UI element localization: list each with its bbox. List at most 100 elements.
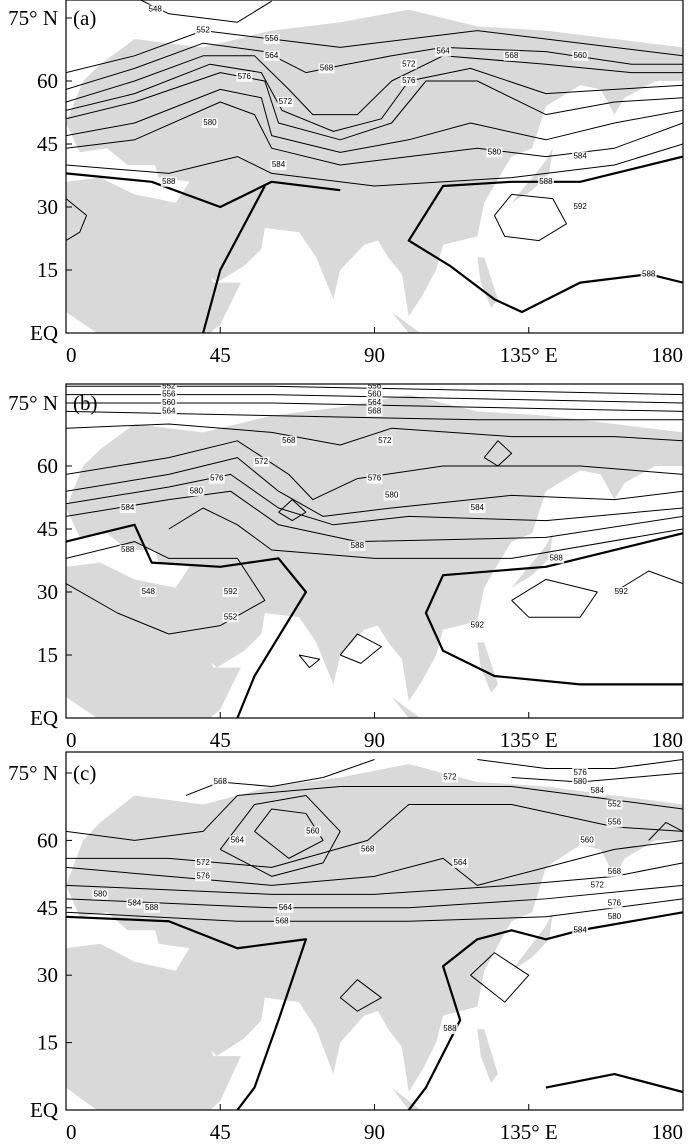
y-tick-label: 45: [37, 517, 58, 541]
contour-label-bg: [92, 889, 109, 900]
contour-line: [614, 570, 683, 593]
land: [66, 9, 683, 317]
contour-label-bg: [277, 97, 294, 107]
contour-line: [66, 523, 308, 718]
contour-label-bg: [366, 398, 383, 408]
contour-label: 572: [591, 880, 605, 889]
contour-label-bg: [692, 1015, 700, 1025]
contour-label: 564: [368, 398, 382, 407]
contour-line: [66, 541, 266, 635]
land: [511, 533, 553, 588]
contour-label: 568: [214, 777, 228, 786]
contour-label-bg: [572, 776, 589, 787]
contour-label: 564: [231, 836, 245, 845]
contour-label: 572: [378, 436, 392, 445]
contour-line: [66, 423, 683, 446]
x-tick-label: 45: [210, 1120, 231, 1144]
y-tick-label: EQ: [30, 321, 58, 345]
contour-label-bg: [572, 768, 589, 778]
contour-label-bg: [263, 34, 280, 44]
contour-label: 588: [121, 545, 135, 554]
contour-label: 552: [608, 800, 622, 809]
contour-label-bg: [613, 587, 630, 597]
land: [66, 394, 683, 702]
map-panel: 548 552 556 560 564 568 572 576 580 584 588 588 588 5…: [8, 0, 684, 367]
contour-label-bg: [195, 871, 212, 882]
y-tick-label: 30: [37, 963, 58, 987]
contour-label: 588: [549, 554, 563, 563]
contour-label: 552: [162, 381, 176, 390]
contour-label: 572: [402, 59, 416, 68]
contour-label: 552: [224, 612, 238, 621]
contour-label: 564: [436, 47, 450, 56]
contour-label-bg: [589, 880, 606, 891]
contour-line: [298, 654, 321, 669]
x-tick-label: 135° E: [500, 343, 558, 367]
contour-line: [202, 185, 266, 333]
contour-label: 576: [608, 898, 622, 907]
y-tick-label: 15: [37, 1031, 58, 1055]
contour-label-bg: [160, 406, 177, 417]
contour-line: [66, 884, 683, 909]
contour-label-bg: [606, 799, 623, 810]
contour-label-bg: [606, 817, 623, 828]
contour-label: 576: [402, 76, 416, 85]
land: [477, 1029, 498, 1084]
contour-label-bg: [304, 826, 321, 837]
contour-line: [66, 440, 683, 501]
contour-label-bg: [606, 898, 623, 909]
contour-label-bg: [263, 50, 280, 61]
y-tick-label: 75° N: [8, 6, 58, 30]
contour-label: 580: [488, 148, 502, 157]
contour-label: 584: [128, 898, 142, 907]
y-tick-label: 15: [37, 643, 58, 667]
contour-label: 584: [591, 786, 605, 795]
contour-label-bg: [147, 4, 164, 15]
contour-label: 564: [454, 858, 468, 867]
contour-line: [483, 440, 513, 467]
contour-label-bg: [469, 503, 486, 513]
contour-label: 576: [573, 768, 587, 777]
contour-label-bg: [366, 384, 383, 392]
contour-label: 564: [279, 903, 293, 912]
contour-label-bg: [640, 269, 657, 280]
contour-line: [66, 898, 683, 922]
contour-label-bg: [400, 59, 417, 70]
contour-label-bg: [143, 902, 160, 913]
contour-line: [66, 490, 683, 543]
contour-label-bg: [160, 384, 177, 392]
contour-label: 568: [505, 51, 519, 60]
contour-label: 568: [368, 407, 382, 416]
contour-line: [66, 72, 683, 141]
contour-label-bg: [572, 202, 589, 212]
contour-label-bg: [441, 1024, 458, 1035]
contour-label: 576: [210, 474, 224, 483]
contour-label: 556: [265, 34, 279, 43]
contour-line: [470, 952, 530, 1003]
contour-label-bg: [229, 835, 246, 846]
y-tick-label: EQ: [30, 1098, 58, 1122]
contour-label-bg: [572, 925, 589, 936]
y-tick-label: 75° N: [8, 761, 58, 785]
contour-label: 584: [573, 925, 587, 934]
contour-label: 576: [368, 474, 382, 483]
contour-label: 580: [573, 777, 587, 786]
contour-label: 584: [121, 503, 135, 512]
contour-label: 564: [162, 407, 176, 416]
contour-label: 588: [539, 177, 553, 186]
contour-label-bg: [469, 620, 486, 631]
contour-label-bg: [277, 902, 294, 913]
land: [391, 312, 421, 333]
contour-label-bg: [435, 46, 452, 57]
contour-line: [66, 785, 683, 841]
contour-label: 584: [573, 152, 587, 161]
x-tick-label: 180: [652, 343, 684, 367]
x-tick-label: 135° E: [500, 728, 558, 752]
x-tick-label: 45: [210, 728, 231, 752]
contour-label: 548: [142, 587, 156, 596]
contour-label: 560: [368, 390, 382, 399]
contour-label-bg: [236, 71, 253, 82]
x-tick-label: 0: [66, 1120, 77, 1144]
contour-label: 588: [162, 177, 176, 186]
